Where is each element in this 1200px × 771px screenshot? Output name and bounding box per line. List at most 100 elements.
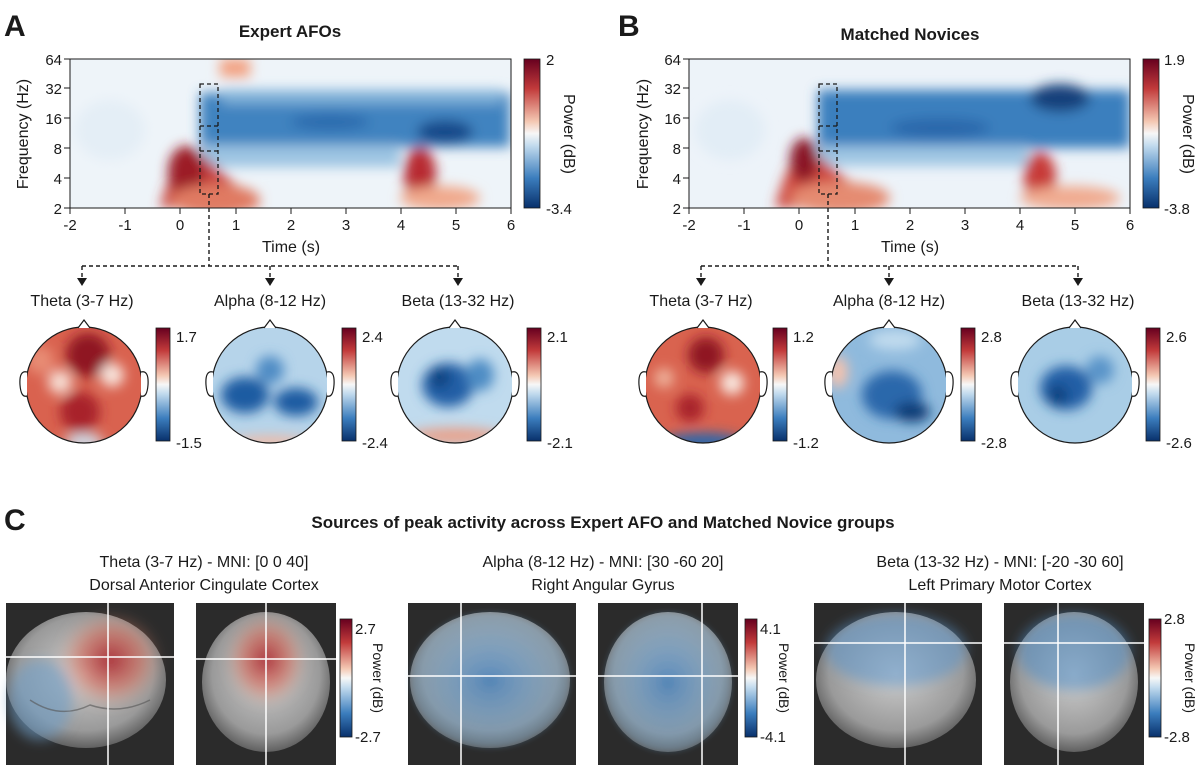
y-axis-label: Frequency (Hz): [635, 79, 652, 189]
colorbar-max: 1.9: [1164, 52, 1185, 69]
topo-colorbar: [341, 327, 357, 442]
x-tick-label: -1: [118, 217, 131, 234]
y-axis-label: Frequency (Hz): [15, 79, 32, 189]
y-tick-label: 2: [673, 201, 681, 218]
panel-letter: A: [4, 10, 26, 43]
topo-cbar-max: 2.4: [362, 329, 383, 346]
source-cbar-label: Power (dB): [776, 643, 792, 713]
topomap-theta: [638, 319, 768, 444]
source-colorbar: [1148, 618, 1162, 738]
colorbar-label: Power (dB): [1179, 94, 1196, 174]
x-tick-label: 6: [507, 217, 515, 234]
y-tick-label: 32: [45, 81, 62, 98]
x-axis: -2 -1 0 1 2 3 4 5 6 Time (s): [63, 208, 515, 256]
x-axis-label: Time (s): [881, 239, 939, 256]
x-tick-label: 1: [851, 217, 859, 234]
topo-label-alpha: Alpha (8-12 Hz): [214, 293, 326, 310]
colorbar-min: -3.4: [546, 201, 572, 218]
topomap-beta: [390, 319, 520, 444]
x-axis-label: Time (s): [262, 239, 320, 256]
topomap-alpha: [824, 319, 954, 444]
brain-slice-coronal: [1004, 603, 1144, 765]
y-axis: 64 32 16 8 4 2 Frequency (Hz): [15, 52, 70, 218]
panel-letter: C: [4, 504, 26, 537]
topo-cbar-max: 2.6: [1166, 329, 1187, 346]
source-region-label: Dorsal Anterior Cingulate Cortex: [89, 577, 318, 594]
source-cbar-min: -2.7: [355, 729, 381, 746]
x-tick-label: 1: [232, 217, 240, 234]
topo-cbar-max: 1.7: [176, 329, 197, 346]
topo-cbar-min: -2.8: [981, 435, 1007, 452]
spectrogram: [70, 59, 511, 208]
topomap-theta: [19, 319, 149, 444]
topo-colorbar: [526, 327, 542, 442]
topo-arrows: [81, 194, 459, 278]
y-tick-label: 16: [45, 111, 62, 128]
source-band-label: Beta (13-32 Hz) - MNI: [-20 -30 60]: [876, 554, 1123, 571]
x-tick-label: -1: [737, 217, 750, 234]
x-tick-label: 5: [1071, 217, 1079, 234]
topo-colorbar: [155, 327, 171, 442]
colorbar-max: 2: [546, 52, 554, 69]
x-tick-label: 0: [795, 217, 803, 234]
panel-title: Matched Novices: [841, 25, 980, 44]
panel-a: A Expert AFOs: [4, 10, 577, 452]
brain-slice-coronal: [598, 603, 738, 765]
source-cbar-label: Power (dB): [370, 643, 386, 713]
topo-cbar-min: -2.6: [1166, 435, 1192, 452]
brain-slice-coronal: [196, 603, 336, 765]
source-band-label: Alpha (8-12 Hz) - MNI: [30 -60 20]: [483, 554, 724, 571]
panel-title: Sources of peak activity across Expert A…: [311, 513, 894, 532]
y-tick-label: 16: [664, 111, 681, 128]
spectrogram: [689, 59, 1130, 208]
source-cbar-label: Power (dB): [1182, 643, 1198, 713]
x-tick-label: 6: [1126, 217, 1134, 234]
colorbar: 2 -3.4 Power (dB): [523, 52, 577, 218]
source-colorbar: [744, 618, 758, 738]
source-cbar-max: 2.8: [1164, 611, 1185, 628]
source-cbar-max: 4.1: [760, 621, 781, 638]
brain-slice-sagittal: [6, 603, 174, 765]
y-tick-label: 32: [664, 81, 681, 98]
topo-arrows: [700, 194, 1079, 278]
x-tick-label: 0: [176, 217, 184, 234]
x-axis: -2 -1 0 1 2 3 4 5 6 Time (s): [682, 208, 1134, 256]
topo-label-theta: Theta (3-7 Hz): [649, 293, 752, 310]
y-tick-label: 8: [54, 141, 62, 158]
x-tick-label: -2: [682, 217, 695, 234]
topo-label-theta: Theta (3-7 Hz): [30, 293, 133, 310]
y-tick-label: 4: [673, 171, 681, 188]
panel-letter: B: [618, 10, 640, 43]
colorbar-min: -3.8: [1164, 201, 1190, 218]
panel-c: C Sources of peak activity across Expert…: [4, 504, 1198, 765]
x-tick-label: 4: [397, 217, 405, 234]
x-tick-label: 5: [452, 217, 460, 234]
y-tick-label: 64: [45, 52, 62, 69]
source-band-label: Theta (3-7 Hz) - MNI: [0 0 40]: [100, 554, 309, 571]
source-cbar-min: -2.8: [1164, 729, 1190, 746]
source-region-label: Right Angular Gyrus: [531, 577, 674, 594]
topo-colorbar: [1145, 327, 1161, 442]
y-tick-label: 2: [54, 201, 62, 218]
source-region-label: Left Primary Motor Cortex: [908, 577, 1091, 594]
topo-cbar-max: 1.2: [793, 329, 814, 346]
topo-cbar-max: 2.8: [981, 329, 1002, 346]
topo-colorbar: [772, 327, 788, 442]
topomap-beta: [1010, 319, 1140, 444]
topo-cbar-min: -1.5: [176, 435, 202, 452]
brain-slice-sagittal: [408, 603, 576, 765]
topo-cbar-min: -2.4: [362, 435, 388, 452]
x-tick-label: 3: [961, 217, 969, 234]
topo-cbar-max: 2.1: [547, 329, 568, 346]
topo-label-alpha: Alpha (8-12 Hz): [833, 293, 945, 310]
topomap-alpha: [205, 319, 335, 444]
topo-cbar-min: -2.1: [547, 435, 573, 452]
y-tick-label: 4: [54, 171, 62, 188]
y-axis: 64 32 16 8 4 2 Frequency (Hz): [635, 52, 689, 218]
x-tick-label: 3: [342, 217, 350, 234]
colorbar: 1.9 -3.8 Power (dB): [1142, 52, 1196, 218]
colorbar-label: Power (dB): [560, 94, 577, 174]
x-tick-label: 2: [906, 217, 914, 234]
topo-label-beta: Beta (13-32 Hz): [1022, 293, 1135, 310]
